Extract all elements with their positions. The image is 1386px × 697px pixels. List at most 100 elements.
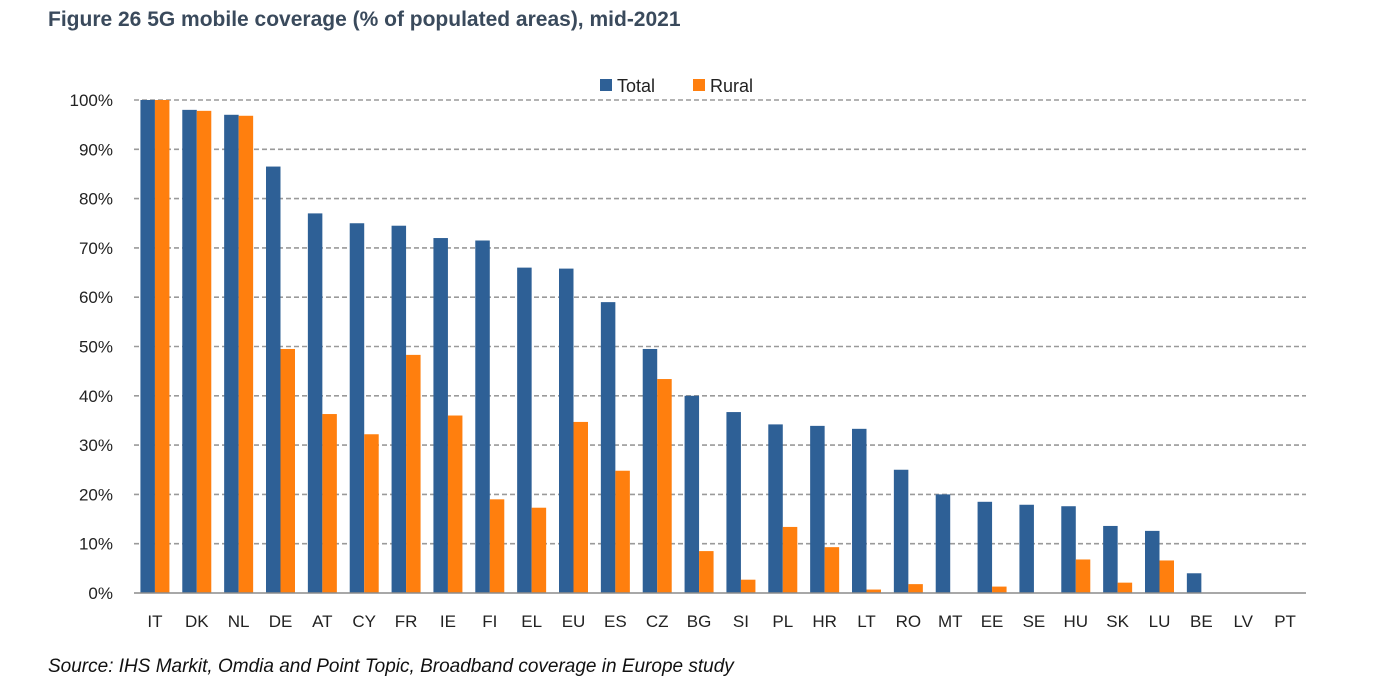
- x-tick-label: HR: [812, 612, 837, 631]
- x-tick-label: FI: [482, 612, 497, 631]
- y-tick-label: 10%: [79, 535, 113, 554]
- bar-rural-eu: [573, 421, 588, 593]
- gridlines: [134, 99, 1306, 545]
- bar-rural-sk: [1117, 582, 1133, 593]
- y-tick-label: 100%: [70, 91, 113, 110]
- x-tick-label: LT: [857, 612, 876, 631]
- bar-total-de: [266, 166, 281, 593]
- y-tick-label: 0%: [88, 584, 113, 603]
- bar-total-si: [726, 412, 741, 593]
- x-tick-label: BE: [1190, 612, 1213, 631]
- y-tick-label: 40%: [79, 387, 113, 406]
- y-tick-label: 80%: [79, 190, 113, 209]
- bar-total-se: [1019, 504, 1034, 593]
- legend-label-rural: Rural: [710, 76, 753, 96]
- bar-total-fi: [475, 240, 490, 593]
- bar-total-it: [140, 100, 155, 593]
- x-tick-label: FR: [395, 612, 418, 631]
- bar-total-es: [600, 302, 616, 593]
- bar-total-fr: [391, 225, 407, 593]
- y-tick-label: 50%: [79, 338, 113, 357]
- y-tick-label: 70%: [79, 239, 113, 258]
- bar-rural-it: [154, 100, 170, 593]
- x-tick-label: DK: [185, 612, 209, 631]
- bar-rural-fr: [406, 354, 421, 593]
- bar-rural-hr: [824, 547, 840, 593]
- bar-total-lt: [852, 428, 867, 593]
- bar-total-ee: [977, 501, 993, 593]
- legend-swatch-rural: [693, 79, 705, 91]
- x-tick-label: HU: [1064, 612, 1089, 631]
- y-tick-label: 20%: [79, 485, 113, 504]
- x-tick-label: DE: [269, 612, 293, 631]
- bar-rural-ie: [447, 415, 463, 593]
- x-tick-label: EL: [521, 612, 542, 631]
- source-note: Source: IHS Markit, Omdia and Point Topi…: [48, 656, 734, 677]
- legend-swatch-total: [600, 79, 612, 91]
- bar-total-dk: [182, 109, 197, 594]
- bar-rural-cy: [364, 434, 379, 593]
- bar-rural-at: [322, 414, 337, 593]
- x-tick-label: EU: [562, 612, 586, 631]
- y-tick-label: 30%: [79, 436, 113, 455]
- bar-total-cz: [642, 348, 658, 593]
- y-tick-label: 60%: [79, 288, 113, 307]
- figure-title: Figure 26 5G mobile coverage (% of popul…: [48, 8, 681, 31]
- legend-label-total: Total: [617, 76, 655, 96]
- x-tick-label: BG: [687, 612, 712, 631]
- bar-rural-lt: [866, 589, 881, 593]
- x-tick-label: EE: [981, 612, 1004, 631]
- x-tick-label: IT: [147, 612, 162, 631]
- bar-rural-de: [280, 348, 295, 593]
- x-tick-label: IE: [440, 612, 456, 631]
- bar-rural-el: [531, 507, 547, 593]
- bar-total-mt: [935, 494, 951, 593]
- bar-rural-bg: [699, 551, 714, 593]
- bar-rural-fi: [489, 499, 505, 593]
- bar-rural-si: [740, 579, 756, 593]
- bar-rural-pl: [782, 526, 798, 593]
- bar-total-be: [1186, 573, 1202, 593]
- bar-total-sk: [1103, 525, 1118, 593]
- x-tick-label: PL: [772, 612, 793, 631]
- bar-total-ie: [433, 238, 448, 594]
- bar-rural-es: [615, 470, 630, 593]
- x-tick-label: LV: [1233, 612, 1253, 631]
- x-tick-label: LU: [1149, 612, 1171, 631]
- x-tick-label: RO: [896, 612, 922, 631]
- bar-total-nl: [224, 114, 239, 593]
- bar-total-ro: [893, 469, 909, 593]
- x-tick-label: NL: [228, 612, 250, 631]
- bar-total-hu: [1061, 506, 1076, 593]
- bar-total-hr: [810, 425, 825, 593]
- x-axis-ticks: IT DK NL DE AT CY FR IE FI EL EU ES CZ BG SI PL HR LT RO MT…: [147, 612, 1296, 631]
- bar-total-eu: [559, 268, 574, 593]
- bar-rural-nl: [238, 115, 254, 593]
- x-tick-label: SE: [1023, 612, 1046, 631]
- bar-total-cy: [349, 223, 365, 593]
- y-tick-label: 90%: [79, 140, 113, 159]
- x-tick-label: PT: [1274, 612, 1296, 631]
- bar-total-lu: [1145, 530, 1160, 593]
- bar-rural-hu: [1075, 559, 1091, 593]
- bar-rural-cz: [657, 379, 672, 593]
- x-tick-label: SK: [1106, 612, 1129, 631]
- x-tick-label: CZ: [646, 612, 669, 631]
- legend: Total Rural: [600, 76, 753, 96]
- bar-total-at: [307, 213, 323, 593]
- x-tick-label: CY: [352, 612, 376, 631]
- bar-total-bg: [684, 395, 700, 593]
- y-axis-ticks: 0% 10% 20% 30% 40% 50% 60% 70% 80% 90% 100%: [70, 91, 113, 603]
- x-tick-label: SI: [733, 612, 749, 631]
- x-tick-label: ES: [604, 612, 627, 631]
- bars: [140, 100, 1202, 594]
- bar-rural-ee: [992, 586, 1007, 593]
- bar-rural-ro: [908, 584, 923, 593]
- bar-rural-lu: [1159, 560, 1174, 593]
- x-tick-label: MT: [938, 612, 963, 631]
- bar-rural-dk: [196, 110, 212, 593]
- bar-total-el: [517, 267, 532, 593]
- x-tick-label: AT: [312, 612, 332, 631]
- bar-total-pl: [768, 424, 783, 593]
